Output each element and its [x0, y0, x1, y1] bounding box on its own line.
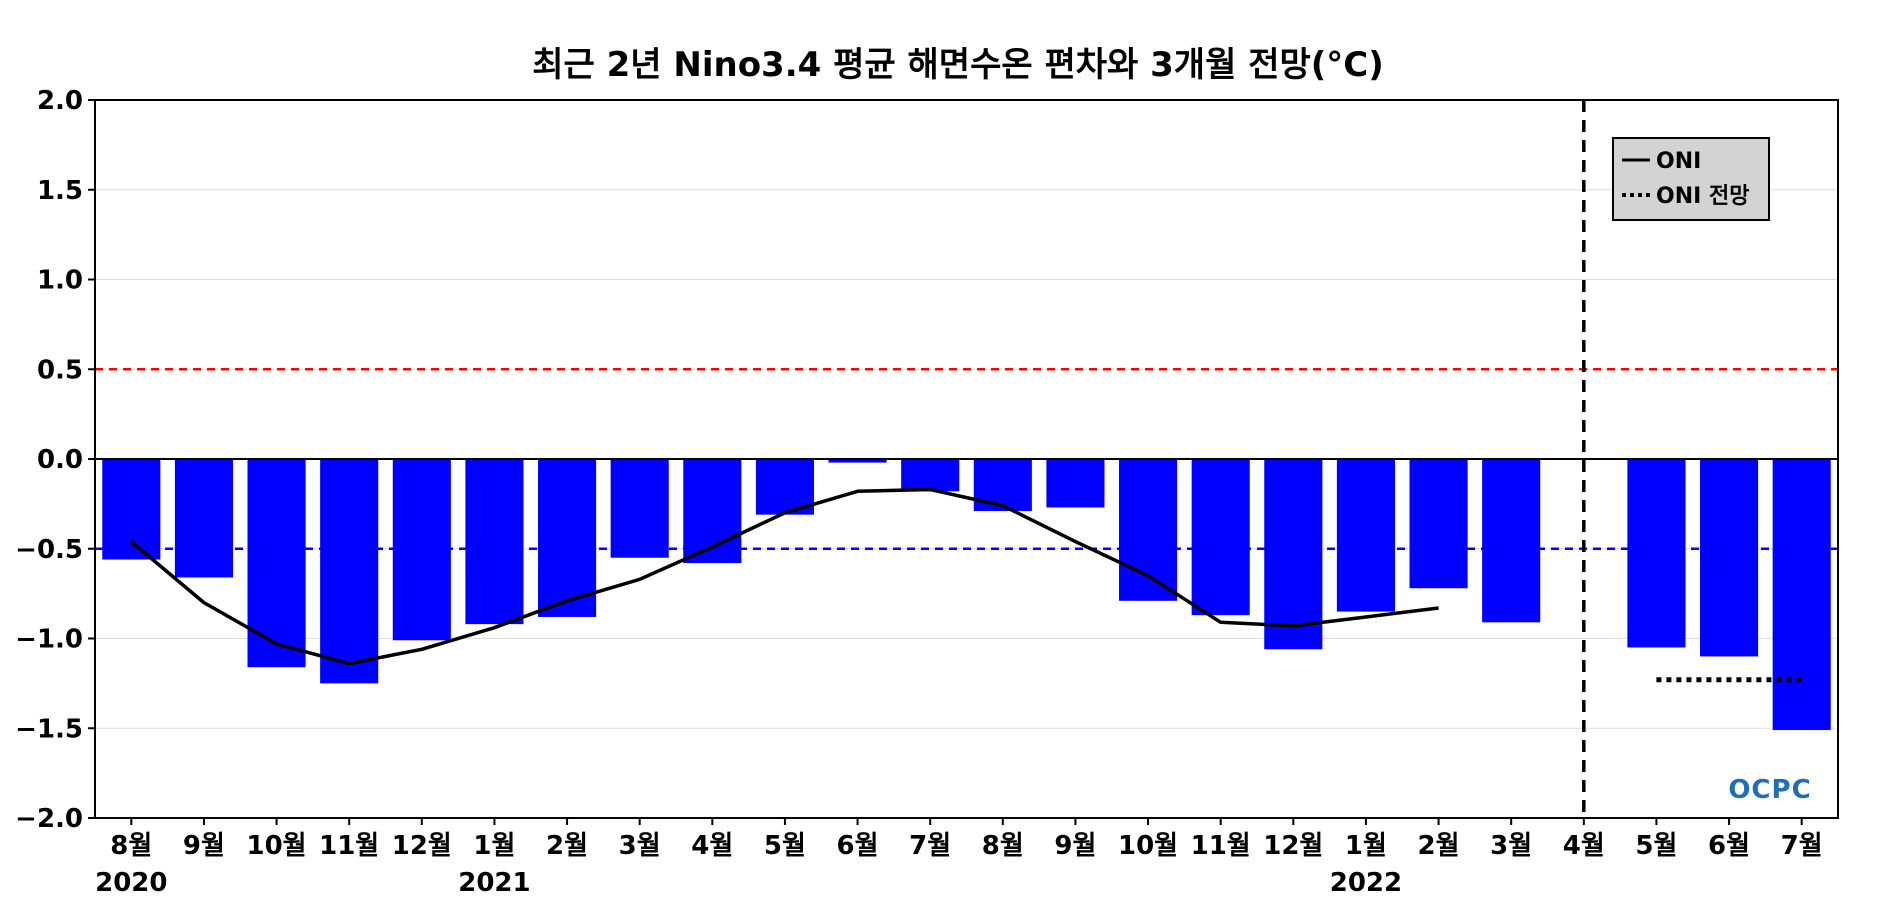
bar-22 [1700, 459, 1759, 657]
bar-18 [1409, 459, 1468, 589]
bar-0 [102, 459, 161, 560]
x-tick-label-23: 7월 [1781, 831, 1823, 861]
bar-2 [247, 459, 306, 668]
x-year-label-1: 2021 [458, 868, 530, 898]
bar-1 [174, 459, 233, 578]
bar-7 [610, 459, 669, 558]
x-tick-label-19: 3월 [1490, 831, 1532, 861]
x-tick-label-0: 8월 [110, 831, 152, 861]
bar-11 [901, 459, 960, 492]
x-tick-label-5: 1월 [473, 831, 515, 861]
chart-legend: ONI ONI 전망 [1612, 137, 1770, 221]
ocpc-watermark-logo: OCPC [1728, 775, 1811, 805]
y-tick-label-4: 0.0 [37, 445, 83, 475]
x-tick-label-3: 11월 [319, 831, 379, 861]
x-tick-label-9: 5월 [764, 831, 806, 861]
x-tick-label-12: 8월 [982, 831, 1024, 861]
oni-line [130, 487, 1439, 666]
y-tick-label-5: −0.5 [15, 535, 83, 565]
legend-oni-label: ONI [1656, 149, 1701, 174]
x-tick-label-10: 6월 [837, 831, 879, 861]
bar-19 [1482, 459, 1541, 623]
x-tick-label-4: 12월 [392, 831, 452, 861]
reference-lines [95, 368, 1838, 550]
x-tick-label-22: 6월 [1708, 831, 1750, 861]
y-tick-label-6: −1.0 [15, 625, 83, 655]
y-tick-label-0: 2.0 [37, 86, 83, 116]
bar-3 [320, 459, 379, 684]
bars-layer [102, 459, 1831, 731]
y-tick-label-3: 0.5 [37, 355, 83, 385]
bar-17 [1336, 459, 1395, 612]
bar-16 [1264, 459, 1323, 650]
x-tick-label-6: 2월 [546, 831, 588, 861]
y-tick-label-2: 1.0 [37, 266, 83, 296]
x-year-label-2: 2022 [1330, 868, 1402, 898]
y-axis-ticks: 2.0 1.5 1.0 0.5 0.0 −0.5 −1.0 −1.5 −2.0 [15, 86, 95, 834]
x-tick-label-11: 7월 [909, 831, 951, 861]
bar-12 [973, 459, 1032, 512]
x-tick-label-15: 11월 [1191, 831, 1251, 861]
bar-14 [1119, 459, 1178, 601]
x-tick-label-21: 5월 [1635, 831, 1677, 861]
bar-10 [828, 459, 887, 463]
legend-box [1612, 137, 1770, 221]
x-tick-label-18: 2월 [1418, 831, 1460, 861]
bar-23 [1772, 459, 1831, 731]
bar-5 [465, 459, 524, 625]
bar-15 [1191, 459, 1250, 616]
x-tick-label-13: 9월 [1054, 831, 1096, 861]
x-tick-label-2: 10월 [247, 831, 307, 861]
bar-4 [392, 459, 451, 641]
x-tick-label-8: 4월 [691, 831, 733, 861]
x-tick-label-1: 9월 [183, 831, 225, 861]
y-tick-label-1: 1.5 [37, 176, 83, 206]
y-tick-label-8: −2.0 [15, 804, 83, 834]
legend-oni-forecast-label: ONI 전망 [1656, 184, 1749, 209]
bar-6 [538, 459, 597, 617]
x-tick-label-16: 12월 [1263, 831, 1323, 861]
x-tick-label-14: 10월 [1118, 831, 1178, 861]
x-year-label-0: 2020 [95, 868, 167, 898]
bar-13 [1046, 459, 1105, 508]
bar-21 [1627, 459, 1686, 648]
series-lines-layer [130, 487, 1802, 683]
x-tick-label-7: 3월 [619, 831, 661, 861]
x-tick-label-20: 4월 [1563, 831, 1605, 861]
y-tick-label-7: −1.5 [15, 714, 83, 744]
x-axis-ticks: 8월 9월 10월 11월 12월 1월 2월 3월 4월 5월 6월 7월 8월 9월 10월 11월 12월… [95, 818, 1823, 898]
x-tick-label-17: 1월 [1345, 831, 1387, 861]
chart-title: 최근 2년 Nino3.4 평균 해면수온 편차와 3개월 전망(°C) [532, 45, 1384, 85]
